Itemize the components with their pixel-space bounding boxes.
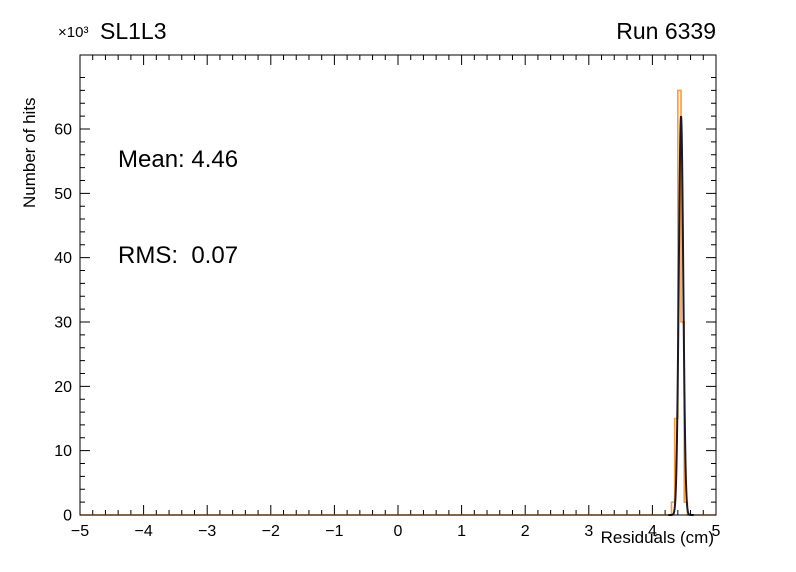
- x-tick-label: 1: [457, 523, 466, 540]
- y-tick-label: 30: [54, 314, 72, 331]
- x-tick-label: 5: [712, 523, 721, 540]
- x-tick-label: −5: [71, 523, 89, 540]
- x-tick-label: −3: [198, 523, 216, 540]
- x-axis-title: Residuals (cm): [600, 528, 714, 547]
- y-tick-label: 50: [54, 186, 72, 203]
- y-tick-label: 40: [54, 250, 72, 267]
- plot-frame: [79, 54, 717, 516]
- y-tick-label: 20: [54, 379, 72, 396]
- stats-mean: Mean: 4.46: [118, 146, 239, 173]
- x-tick-label: 3: [584, 523, 593, 540]
- x-tick-label: −2: [262, 523, 280, 540]
- y-tick-label: 10: [54, 443, 72, 460]
- x-tick-label: −4: [134, 523, 152, 540]
- page-title: SL1L3: [100, 18, 167, 44]
- run-number-label: Run 6339: [616, 18, 716, 44]
- y-tick-label: 0: [63, 508, 72, 525]
- y-tick-label: 60: [54, 121, 72, 138]
- stats-box: Mean: 4.46 RMS: 0.07: [118, 80, 238, 304]
- x-tick-label: 0: [394, 523, 403, 540]
- x-tick-label: 4: [648, 523, 657, 540]
- stats-rms: RMS: 0.07: [118, 242, 239, 269]
- x-tick-label: 2: [521, 523, 530, 540]
- x-tick-label: −1: [325, 523, 343, 540]
- y-axis-multiplier: ×10³: [58, 24, 89, 41]
- y-axis-title: Number of hits: [20, 97, 39, 208]
